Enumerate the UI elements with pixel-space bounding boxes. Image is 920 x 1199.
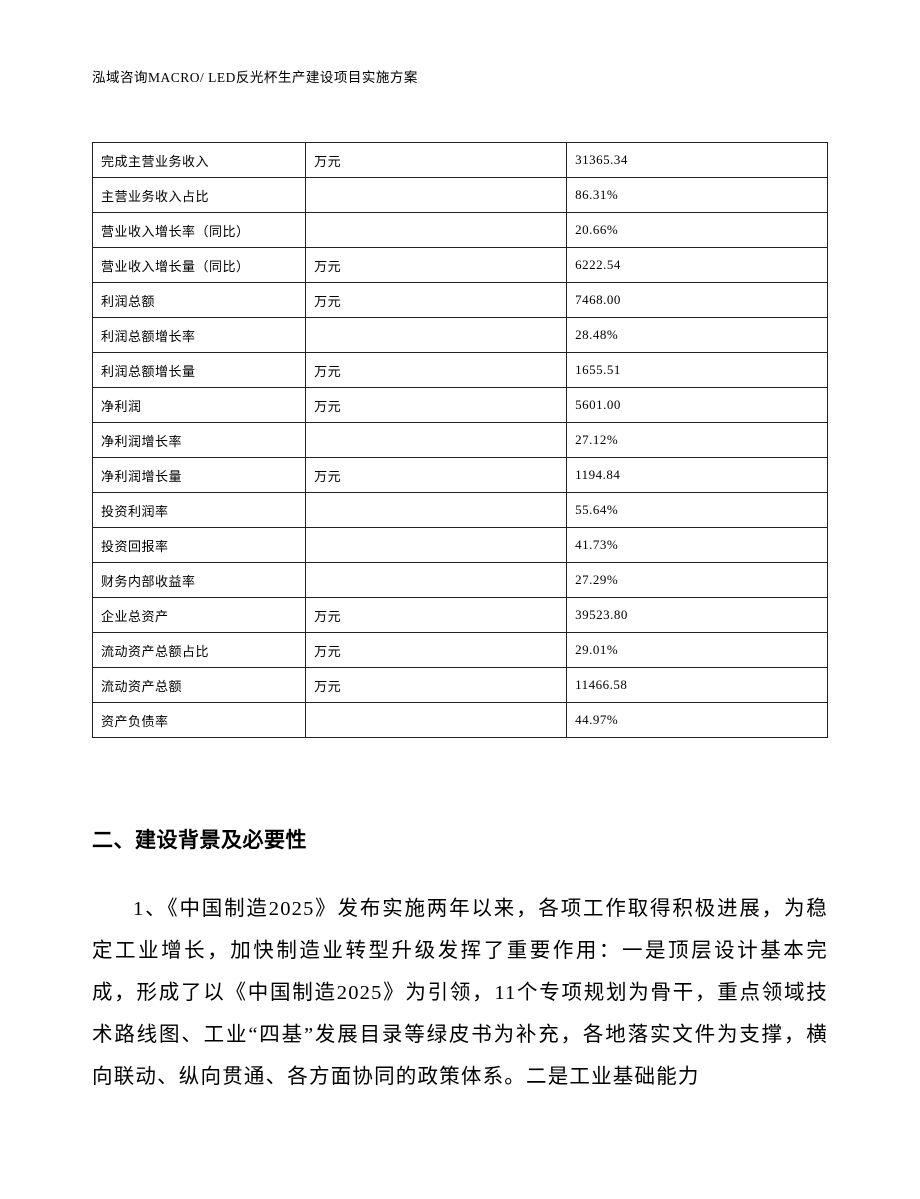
table-row: 营业收入增长率（同比） 20.66% (93, 213, 828, 248)
cell-unit (306, 703, 567, 738)
cell-label: 营业收入增长率（同比） (93, 213, 306, 248)
cell-value: 6222.54 (567, 248, 828, 283)
table-row: 资产负债率 44.97% (93, 703, 828, 738)
table-row: 利润总额增长率 28.48% (93, 318, 828, 353)
page-header: 泓域咨询MACRO/ LED反光杯生产建设项目实施方案 (92, 66, 828, 86)
cell-unit: 万元 (306, 353, 567, 388)
table-row: 利润总额增长量 万元 1655.51 (93, 353, 828, 388)
table-row: 财务内部收益率 27.29% (93, 563, 828, 598)
cell-label: 财务内部收益率 (93, 563, 306, 598)
cell-label: 投资回报率 (93, 528, 306, 563)
cell-label: 投资利润率 (93, 493, 306, 528)
table-row: 流动资产总额占比 万元 29.01% (93, 633, 828, 668)
cell-value: 31365.34 (567, 143, 828, 178)
table-row: 净利润增长量 万元 1194.84 (93, 458, 828, 493)
cell-value: 20.66% (567, 213, 828, 248)
cell-value: 1194.84 (567, 458, 828, 493)
cell-unit (306, 528, 567, 563)
cell-unit (306, 318, 567, 353)
cell-value: 86.31% (567, 178, 828, 213)
cell-unit (306, 563, 567, 598)
cell-unit: 万元 (306, 283, 567, 318)
cell-label: 利润总额增长量 (93, 353, 306, 388)
cell-unit: 万元 (306, 668, 567, 703)
table-row: 企业总资产 万元 39523.80 (93, 598, 828, 633)
cell-label: 营业收入增长量（同比） (93, 248, 306, 283)
cell-unit: 万元 (306, 143, 567, 178)
cell-label: 净利润增长率 (93, 423, 306, 458)
table-row: 投资利润率 55.64% (93, 493, 828, 528)
cell-value: 27.12% (567, 423, 828, 458)
table-row: 主营业务收入占比 86.31% (93, 178, 828, 213)
cell-label: 资产负债率 (93, 703, 306, 738)
cell-unit: 万元 (306, 248, 567, 283)
cell-value: 27.29% (567, 563, 828, 598)
cell-label: 完成主营业务收入 (93, 143, 306, 178)
cell-value: 5601.00 (567, 388, 828, 423)
cell-label: 净利润 (93, 388, 306, 423)
cell-unit: 万元 (306, 458, 567, 493)
financial-table-body: 完成主营业务收入 万元 31365.34 主营业务收入占比 86.31% 营业收… (93, 143, 828, 738)
table-row: 净利润 万元 5601.00 (93, 388, 828, 423)
cell-label: 流动资产总额占比 (93, 633, 306, 668)
cell-label: 净利润增长量 (93, 458, 306, 493)
cell-unit (306, 423, 567, 458)
cell-label: 企业总资产 (93, 598, 306, 633)
cell-unit: 万元 (306, 388, 567, 423)
cell-label: 主营业务收入占比 (93, 178, 306, 213)
cell-value: 55.64% (567, 493, 828, 528)
cell-unit (306, 178, 567, 213)
cell-value: 28.48% (567, 318, 828, 353)
cell-value: 7468.00 (567, 283, 828, 318)
cell-value: 44.97% (567, 703, 828, 738)
cell-value: 39523.80 (567, 598, 828, 633)
cell-value: 11466.58 (567, 668, 828, 703)
table-row: 营业收入增长量（同比） 万元 6222.54 (93, 248, 828, 283)
table-row: 流动资产总额 万元 11466.58 (93, 668, 828, 703)
cell-label: 利润总额 (93, 283, 306, 318)
cell-label: 流动资产总额 (93, 668, 306, 703)
financial-table: 完成主营业务收入 万元 31365.34 主营业务收入占比 86.31% 营业收… (92, 142, 828, 738)
table-row: 投资回报率 41.73% (93, 528, 828, 563)
cell-value: 41.73% (567, 528, 828, 563)
cell-unit: 万元 (306, 633, 567, 668)
cell-unit: 万元 (306, 598, 567, 633)
table-row: 净利润增长率 27.12% (93, 423, 828, 458)
table-row: 利润总额 万元 7468.00 (93, 283, 828, 318)
cell-value: 29.01% (567, 633, 828, 668)
cell-unit (306, 213, 567, 248)
document-page: 泓域咨询MACRO/ LED反光杯生产建设项目实施方案 完成主营业务收入 万元 … (0, 0, 920, 1199)
section-paragraph: 1、《中国制造2025》发布实施两年以来，各项工作取得积极进展，为稳定工业增长，… (92, 888, 828, 1098)
section-heading: 二、建设背景及必要性 (92, 824, 828, 854)
cell-label: 利润总额增长率 (93, 318, 306, 353)
cell-value: 1655.51 (567, 353, 828, 388)
cell-unit (306, 493, 567, 528)
table-row: 完成主营业务收入 万元 31365.34 (93, 143, 828, 178)
